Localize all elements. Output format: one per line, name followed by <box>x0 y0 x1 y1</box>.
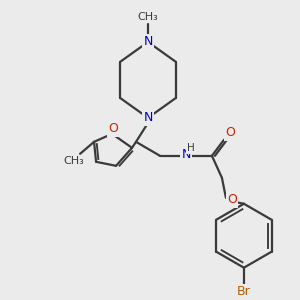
Text: O: O <box>227 193 237 206</box>
Text: O: O <box>108 122 118 135</box>
Text: N: N <box>143 35 153 49</box>
Text: Br: Br <box>237 285 251 298</box>
Text: N: N <box>181 148 190 161</box>
Text: H: H <box>187 143 195 153</box>
Text: O: O <box>225 126 235 139</box>
Text: N: N <box>143 111 153 124</box>
Text: CH₃: CH₃ <box>138 12 158 22</box>
Text: CH₃: CH₃ <box>64 156 85 166</box>
